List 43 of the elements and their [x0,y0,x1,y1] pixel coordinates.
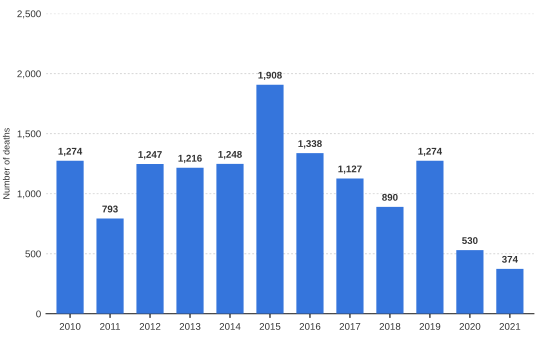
x-tick-label: 2021 [500,323,520,330]
x-tick-label: 2012 [140,323,160,330]
bar [296,153,324,314]
x-tick-label: 2010 [60,323,80,330]
x-tick-label: 2017 [340,323,360,330]
data-label: 1,216 [178,154,202,164]
bar [216,164,244,314]
y-tick-label: 0 [36,310,41,318]
data-label: 1,274 [418,148,442,156]
data-label: 1,908 [258,72,282,80]
y-tick-label: 1,000 [18,190,41,198]
data-label: 1,248 [218,150,242,160]
data-label: 890 [382,194,398,201]
data-label: 1,338 [298,140,322,148]
data-label: 1,247 [138,151,162,160]
bar [456,250,484,314]
x-tick-label: 2014 [220,323,241,330]
y-tick-label: 2,000 [17,70,41,78]
bar [376,206,404,314]
data-label: 530 [462,237,478,244]
bar [96,218,124,314]
y-axis-title: Number of deaths [2,128,10,199]
x-tick-label: 2016 [300,323,320,330]
bar [496,268,524,314]
x-tick-label: 2019 [420,323,440,330]
bar [176,168,204,314]
bar [56,160,84,314]
x-tick-label: 2013 [180,323,200,330]
data-label: 1,127 [338,165,362,174]
bar [416,160,444,314]
bar [256,84,284,314]
data-label: 793 [102,206,118,212]
y-tick-label: 2,500 [17,10,41,18]
x-tick-label: 2018 [380,323,400,330]
data-label: 374 [502,256,518,263]
y-tick-label: 1,500 [18,130,41,138]
x-tick-label: 2020 [460,323,480,330]
bar [336,178,364,314]
data-label: 1,274 [58,148,82,156]
y-tick-label: 500 [25,250,41,258]
x-tick-label: 2011 [100,323,120,330]
bar [136,164,164,314]
x-tick-label: 2015 [260,323,280,330]
